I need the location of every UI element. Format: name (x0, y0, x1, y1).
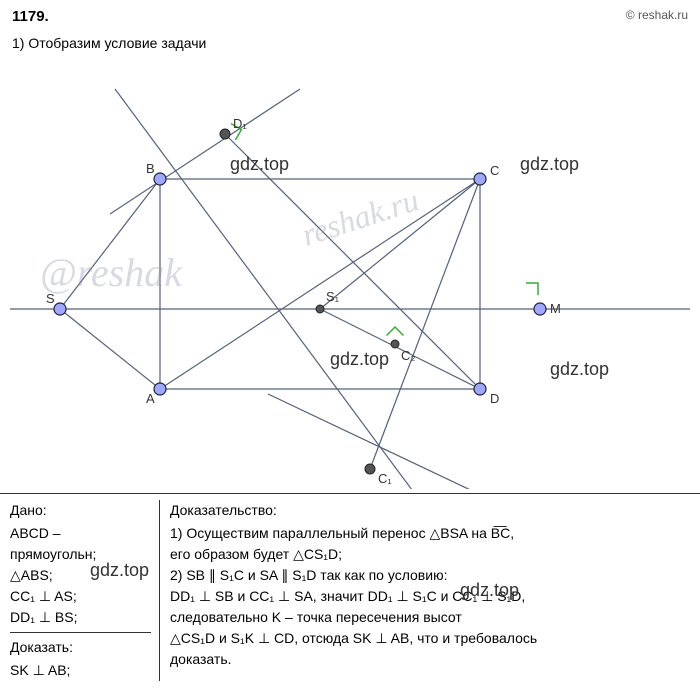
svg-text:S₁: S₁ (326, 289, 340, 304)
proof-line: DD₁ ⊥ SB и CC₁ ⊥ SA, значит DD₁ ⊥ S₁C и … (170, 586, 690, 607)
given-line: DD₁ ⊥ BS; (10, 607, 151, 628)
given-title: Дано: (10, 500, 151, 521)
svg-text:C: C (490, 163, 499, 178)
svg-text:C₁: C₁ (378, 471, 392, 486)
proof-line: доказать. (170, 649, 690, 670)
given-column: Дано: ABCD –прямоугольн;△ABS;CC₁ ⊥ AS;DD… (10, 500, 160, 681)
given-line: CC₁ ⊥ AS; (10, 586, 151, 607)
problem-number: 1179. (12, 8, 49, 25)
prove-title: Доказать: (10, 637, 151, 658)
site-credit: © reshak.ru (626, 8, 688, 22)
svg-text:S: S (46, 291, 55, 306)
diagram-svg: S B C A D M D₁ S₁ C₂ C₁ (0, 59, 700, 489)
proof-line: 1) Осуществим параллельный перенос △BSA … (170, 523, 690, 544)
divider (10, 632, 151, 633)
proof-line: △CS₁D и S₁K ⊥ CD, отсюда SK ⊥ AB, что и … (170, 628, 690, 649)
prove-line: SK ⊥ AB; (10, 660, 151, 681)
svg-text:D: D (490, 391, 499, 406)
svg-text:C₂: C₂ (401, 348, 415, 363)
svg-text:B: B (146, 161, 155, 176)
proof-table: Дано: ABCD –прямоугольн;△ABS;CC₁ ⊥ AS;DD… (0, 493, 700, 691)
proof-line: его образом будет △CS₁D; (170, 544, 690, 565)
given-line: ABCD – (10, 523, 151, 544)
step-1-text: 1) Отобразим условие задачи (0, 35, 700, 51)
svg-text:A: A (146, 391, 155, 406)
proof-line: 2) SB ∥ S₁C и SA ∥ S₁D так как по услови… (170, 565, 690, 586)
proof-line: следовательно K – точка пересечения высо… (170, 607, 690, 628)
given-line: прямоугольн; (10, 544, 151, 565)
proof-title: Доказательство: (170, 500, 690, 521)
svg-text:M: M (550, 301, 561, 316)
proof-column: Доказательство: 1) Осуществим параллельн… (160, 500, 690, 681)
geometry-diagram: SBCADMD₁S₁C₂C₁ @reshakreshak.rugdz.topgd… (0, 59, 700, 489)
given-line: △ABS; (10, 565, 151, 586)
svg-text:D₁: D₁ (233, 116, 247, 131)
